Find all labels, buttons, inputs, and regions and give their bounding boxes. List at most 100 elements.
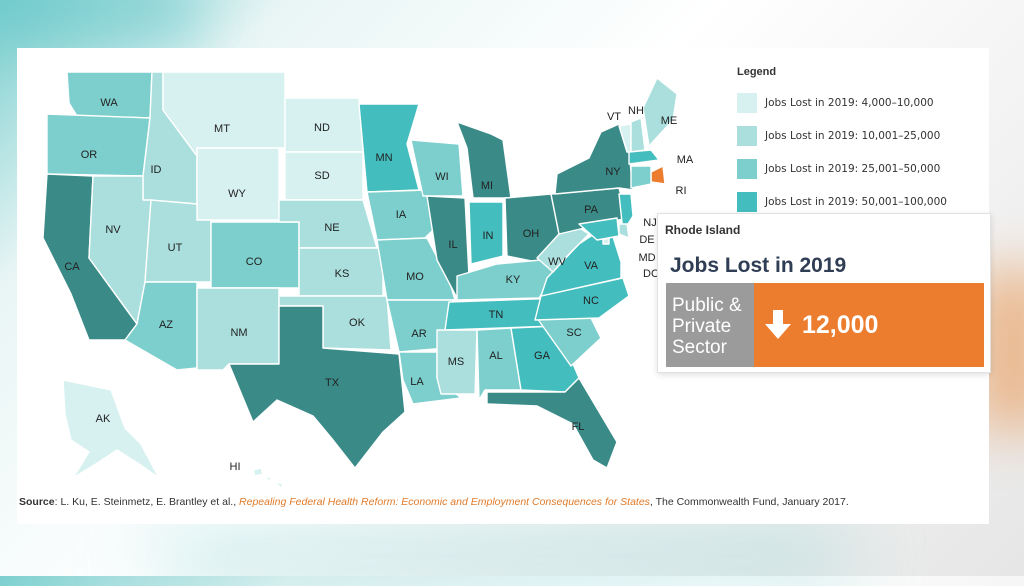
state-label-NV: NV [105,224,121,236]
tooltip-heading: Jobs Lost in 2019 [670,254,847,277]
state-label-MS: MS [448,356,465,368]
legend-item: Jobs Lost in 2019: 50,001–100,000 [737,185,977,218]
state-label-AZ: AZ [159,319,173,331]
legend-swatch [737,158,757,179]
state-RI[interactable] [650,165,666,185]
state-label-KS: KS [335,268,350,280]
source-title-link[interactable]: Repealing Federal Health Reform: Economi… [239,496,650,508]
state-label-IA: IA [396,209,407,221]
legend-swatch [737,92,757,113]
legend-label: Jobs Lost in 2019: 50,001–100,000 [765,195,947,208]
state-FL[interactable] [486,377,618,469]
legend-label: Jobs Lost in 2019: 25,001–50,000 [765,162,941,175]
source-label: Source [19,496,55,508]
state-label-AL: AL [489,350,502,362]
state-label-CA: CA [64,261,80,273]
state-DC[interactable] [602,237,610,245]
state-label-MO: MO [406,271,424,283]
state-label-OK: OK [349,317,366,329]
state-AL[interactable] [476,327,522,401]
tooltip-state-name: Rhode Island [665,223,741,237]
state-CT[interactable] [630,165,652,189]
state-label-CO: CO [246,256,263,268]
state-label-IN: IN [483,230,494,242]
state-NJ[interactable] [618,193,634,233]
state-label-ME: ME [661,115,678,127]
state-tooltip: Rhode Island Jobs Lost in 2019 Public & … [657,213,991,373]
state-label-PA: PA [584,204,599,216]
state-label-NC: NC [583,295,599,307]
legend-label: Jobs Lost in 2019: 10,001–25,000 [765,129,941,142]
state-label-TX: TX [325,377,340,389]
state-AZ[interactable] [124,281,198,371]
state-label-LA: LA [410,376,424,388]
state-label-RI: RI [676,185,687,197]
state-label-MD: MD [638,252,655,264]
state-CO[interactable] [210,221,300,289]
state-label-SD: SD [314,170,329,182]
state-label-DE: DE [639,234,654,246]
legend-item: Jobs Lost in 2019: 10,001–25,000 [737,119,977,152]
legend: Legend Jobs Lost in 2019: 4,000–10,000 J… [737,66,977,218]
state-label-SC: SC [566,327,581,339]
state-label-OR: OR [81,149,98,161]
state-MS[interactable] [436,329,478,395]
state-ME[interactable] [642,77,678,147]
legend-swatch [737,191,757,212]
tooltip-value-box: 12,000 [754,283,984,367]
state-HI[interactable] [252,467,284,489]
state-label-MA: MA [677,154,694,166]
state-label-MT: MT [214,123,230,135]
state-IA[interactable] [366,189,438,241]
source-publisher: , The Commonwealth Fund, January 2017. [649,496,849,508]
state-label-MI: MI [481,180,493,192]
source-authors: : L. Ku, E. Steinmetz, E. Brantley et al… [54,496,240,508]
state-label-MN: MN [375,152,392,164]
state-label-UT: UT [168,242,183,254]
state-label-OH: OH [523,228,540,240]
tooltip-value: 12,000 [802,310,879,339]
state-IN[interactable] [468,201,504,265]
tooltip-sector-label: Public & Private Sector [666,283,754,367]
state-label-IL: IL [448,239,457,251]
state-MN[interactable] [358,103,420,193]
state-label-TN: TN [489,309,504,321]
state-WI[interactable] [410,139,464,197]
legend-label: Jobs Lost in 2019: 4,000–10,000 [765,96,934,109]
state-label-WY: WY [228,188,246,200]
state-label-KY: KY [506,274,521,286]
us-choropleth-map: WA OR ID CA NV MT WY UT AZ CO NM ND SD N… [42,71,694,489]
state-label-WI: WI [435,171,448,183]
legend-swatch [737,125,757,146]
state-AK[interactable] [62,379,160,479]
state-label-NE: NE [324,222,339,234]
state-DE[interactable] [618,223,630,239]
state-WY[interactable] [196,147,280,221]
state-label-NH: NH [628,105,644,117]
legend-title: Legend [737,66,777,78]
state-label-AR: AR [411,328,426,340]
state-label-WA: WA [100,97,118,109]
down-arrow-icon [765,310,791,339]
legend-item: Jobs Lost in 2019: 25,001–50,000 [737,152,977,185]
state-label-NY: NY [605,166,621,178]
state-label-AK: AK [96,413,111,425]
state-TX[interactable] [228,305,406,469]
state-MD[interactable] [578,217,620,241]
state-label-VA: VA [584,260,599,272]
state-label-GA: GA [534,350,551,362]
source-citation: Source: L. Ku, E. Steinmetz, E. Brantley… [19,496,849,508]
state-label-HI: HI [230,461,241,473]
state-label-ND: ND [314,122,330,134]
state-NH[interactable] [630,117,646,153]
state-label-NM: NM [230,327,247,339]
state-label-VT: VT [607,111,621,123]
state-label-WV: WV [548,256,566,268]
legend-item: Jobs Lost in 2019: 4,000–10,000 [737,86,977,119]
state-OR[interactable] [46,113,151,177]
state-WA[interactable] [66,71,153,119]
state-label-ID: ID [151,164,162,176]
state-MA[interactable] [628,149,660,165]
state-label-FL: FL [572,421,585,433]
state-label-DC: DC [643,268,659,280]
